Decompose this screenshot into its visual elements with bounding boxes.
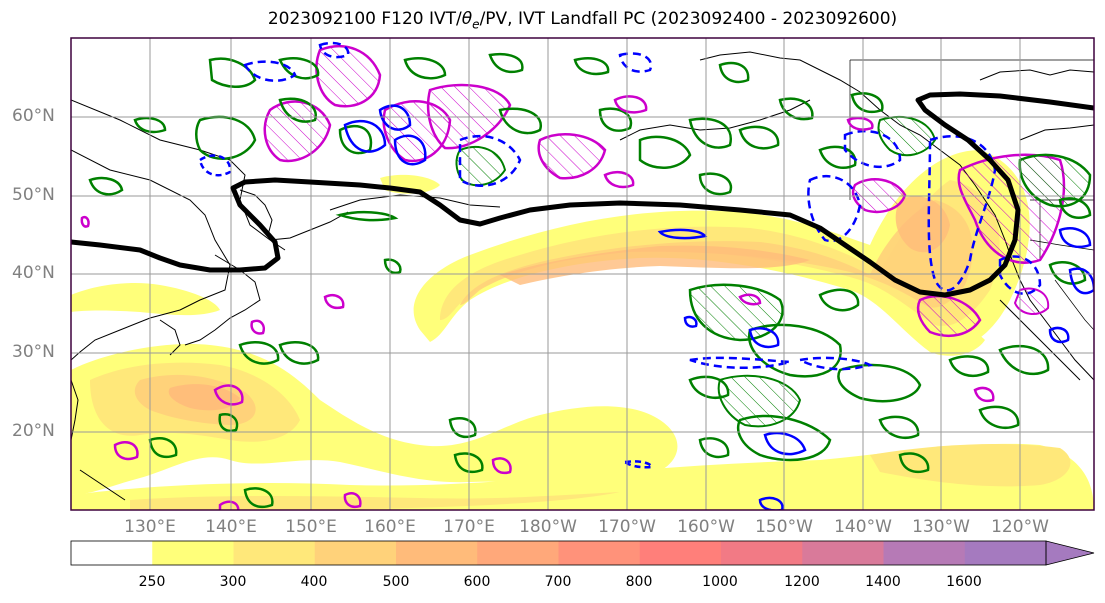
colorbar-tick-1400: 1400: [865, 574, 901, 590]
lat-label-30: 30°N: [12, 342, 55, 362]
landfall-pc-contour: [71, 91, 1094, 298]
chart-title: 2023092100 F120 IVT/θe/PV, IVT Landfall …: [0, 9, 1105, 31]
colorbar-tick-1000: 1000: [702, 574, 738, 590]
lat-label-40: 40°N: [12, 263, 55, 283]
lon-label-150e: 150°E: [285, 517, 337, 537]
lat-label-60: 60°N: [12, 106, 55, 126]
lat-label-20: 20°N: [12, 421, 55, 441]
title-theta: θ: [461, 9, 473, 29]
colorbar-tick-250: 250: [138, 574, 166, 590]
title-suffix: /PV, IVT Landfall PC (2023092400 - 20230…: [479, 9, 898, 29]
graticule: [71, 38, 1094, 510]
lon-label-170e: 170°E: [443, 517, 495, 537]
lon-label-130e: 130°E: [124, 517, 176, 537]
lon-label-160w: 160°W: [677, 517, 735, 537]
colorbar-tick-700: 700: [544, 574, 572, 590]
title-theta-sub: e: [472, 17, 480, 32]
lon-label-130w: 130°W: [912, 517, 970, 537]
colorbar-tick-400: 400: [300, 574, 328, 590]
map-frame: [70, 37, 1095, 511]
lon-label-140w: 140°W: [834, 517, 892, 537]
colorbar-tick-1600: 1600: [946, 574, 982, 590]
ivt-shading: [71, 150, 1094, 510]
colorbar-tick-800: 800: [625, 574, 653, 590]
lon-label-180w: 180°W: [519, 517, 577, 537]
lon-label-140e: 140°E: [205, 517, 257, 537]
lon-label-150w: 150°W: [755, 517, 813, 537]
lat-label-50: 50°N: [12, 185, 55, 205]
colorbar-tick-600: 600: [463, 574, 491, 590]
pv-blue-contours: [198, 41, 1094, 510]
colorbar-tick-300: 300: [219, 574, 247, 590]
theta-e-contours: [88, 53, 1092, 509]
pv-magenta-contours: [80, 95, 995, 510]
coastlines: [71, 51, 1094, 501]
lon-label-120w: 120°W: [991, 517, 1049, 537]
lon-label-160e: 160°E: [364, 517, 416, 537]
title-prefix: 2023092100 F120 IVT/: [267, 9, 462, 29]
colorbar-tick-500: 500: [382, 574, 410, 590]
colorbar-tick-1200: 1200: [784, 574, 820, 590]
lon-label-170w: 170°W: [598, 517, 656, 537]
